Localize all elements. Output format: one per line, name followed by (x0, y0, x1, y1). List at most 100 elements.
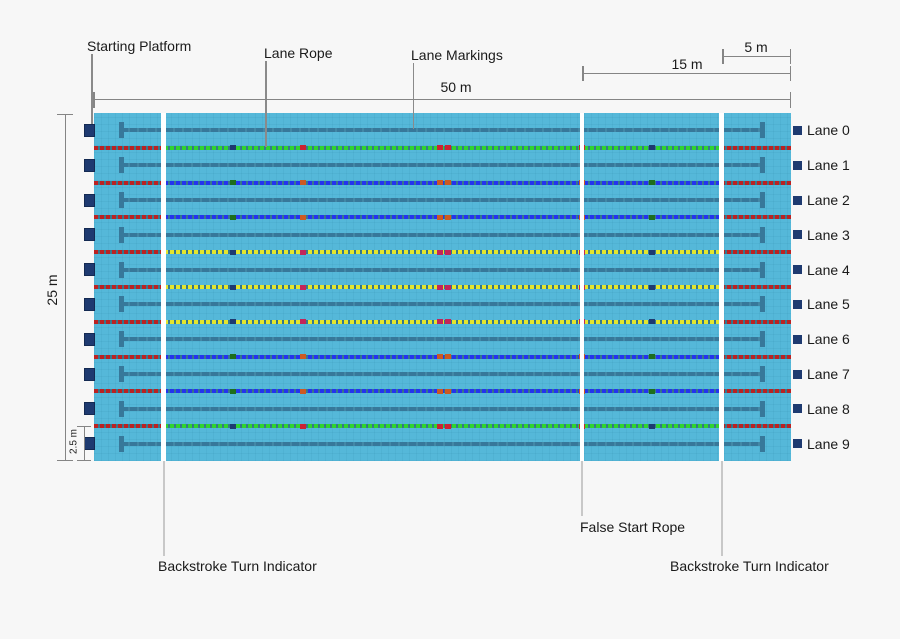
dim-label-2p5m: 2.5 m (68, 429, 80, 455)
lane-marking-line (121, 128, 762, 133)
lane-rope-marker-dot (300, 319, 307, 325)
lane-rope-marker-dot (445, 284, 452, 290)
lane-marking-cross-left (119, 226, 124, 243)
false-start-rope-line (579, 113, 585, 461)
lane-rope-red-end (721, 354, 791, 359)
lane-label: Lane 6 (807, 331, 850, 348)
backstroke-turn-indicator-label-right: Backstroke Turn Indicator (670, 558, 829, 574)
dim-line-5m (722, 56, 790, 57)
lane-marking-cross-left (119, 435, 124, 452)
lane-rope-red-start (94, 145, 164, 150)
lane-marking-cross-right (760, 226, 765, 243)
lane-rope-marker-dot (445, 319, 452, 325)
lane-rope-marker-dot (436, 388, 443, 394)
lane-rope-marker-dot (300, 284, 307, 290)
lane-rope-marker-dot (230, 145, 237, 151)
lane-rope-red-end (721, 319, 791, 324)
lane-rope-marker-dot (436, 180, 443, 186)
lane-rope-marker-dot (230, 284, 237, 290)
lane-rope-red-start (94, 354, 164, 359)
lane-rope-marker-dot (648, 388, 655, 394)
lane-marking-cross-left (119, 192, 124, 208)
false-start-rope-leader-line (581, 461, 583, 516)
dim-line-25m (64, 114, 66, 461)
lane-rope-red-start (94, 319, 164, 324)
lane-marking-line (121, 232, 762, 237)
lane-marking-line (121, 372, 762, 376)
lane-rope-marker-dot (436, 423, 443, 429)
dim-label-50m: 50 m (440, 79, 472, 95)
lane-rope-marker-dot (436, 249, 443, 255)
lane-rope-marker-dot (445, 214, 452, 220)
lane-rope-marker-dot (648, 180, 655, 186)
dim-tick-15m-left (582, 65, 584, 81)
dim-tick-50m-right (789, 91, 791, 108)
lane-rope-marker-dot (436, 214, 443, 220)
lane-rope-marker-dot (230, 214, 237, 220)
lane-marking-cross-left (119, 400, 124, 417)
lane-marking-cross-right (760, 157, 765, 174)
lane-rope-marker-dot (300, 249, 307, 255)
lane-marking-cross-right (760, 192, 765, 208)
lane-rope-marker-dot (300, 388, 307, 394)
dim-tick-5m-left (722, 48, 724, 64)
lane-rope-marker-dot (230, 319, 237, 325)
false-start-rope-label: False Start Rope (580, 519, 686, 535)
lane-rope-marker-dot (300, 145, 307, 151)
lane-marking-line (121, 441, 762, 446)
lane-markings-leader-line (412, 63, 414, 129)
lane-rope-red-end (721, 145, 791, 150)
lane-marking-cross-right (760, 400, 765, 417)
dim-tick-50m-left (93, 91, 95, 108)
lane-rope-marker-dot (648, 319, 655, 325)
lane-marking-cross-right (760, 366, 765, 382)
lane-rope-marker-dot (436, 284, 443, 290)
lane-rope-red-start (94, 424, 164, 429)
dim-label-25m: 25 m (44, 274, 60, 306)
lane-rope-marker-dot (648, 284, 655, 290)
dim-tick-15m-right (789, 65, 791, 81)
lane-rope-marker-dot (230, 180, 237, 186)
lane-rope-marker-dot (445, 145, 452, 151)
dim-line-2p5m (83, 426, 85, 461)
lane-rope-label: Lane Rope (264, 45, 333, 61)
lane-rope-marker-dot (300, 180, 307, 186)
lane-label-bullet (793, 439, 802, 449)
lane-label: Lane 4 (807, 261, 850, 278)
lane-label: Lane 0 (807, 122, 850, 139)
lane-label-bullet (793, 195, 802, 205)
lane-rope-marker-dot (445, 388, 452, 394)
backstroke-leader-line-left (163, 461, 165, 556)
lane-rope-marker-dot (445, 354, 452, 360)
backstroke-leader-line-right (720, 461, 723, 556)
pool-water (94, 113, 791, 461)
lane-rope-marker-dot (300, 423, 307, 429)
lane-marking-cross-left (119, 331, 124, 348)
starting-platform-leader-line (91, 54, 93, 124)
lane-rope-marker-dot (436, 354, 443, 360)
dim-label-15m: 15 m (671, 56, 703, 72)
backstroke-turn-indicator-line-left (161, 113, 166, 461)
lane-label-bullet (793, 369, 802, 379)
lane-marking-cross-left (119, 366, 124, 382)
lane-rope-marker-dot (445, 249, 452, 255)
lane-rope-red-end (721, 389, 791, 394)
lane-rope-marker-dot (230, 249, 237, 255)
lane-marking-cross-right (760, 122, 765, 139)
lane-marking-cross-left (119, 261, 124, 278)
lane-rope-marker-dot (648, 423, 655, 429)
lane-marking-line (121, 198, 762, 202)
lane-label-bullet (793, 230, 802, 240)
lane-rope-leader-line (265, 61, 267, 147)
backstroke-turn-indicator-label-left: Backstroke Turn Indicator (158, 558, 317, 574)
lane-rope-red-start (94, 285, 164, 289)
lane-label-bullet (793, 160, 802, 170)
lane-rope-marker-dot (230, 388, 237, 394)
dim-tick-25m-top (57, 113, 73, 115)
lane-rope-marker-dot (436, 145, 443, 151)
lane-rope-red-end (721, 215, 791, 220)
lane-label-bullet (793, 404, 802, 414)
lane-marking-cross-left (119, 157, 124, 174)
lane-label-bullet (793, 299, 802, 309)
lane-rope-red-end (721, 424, 791, 429)
